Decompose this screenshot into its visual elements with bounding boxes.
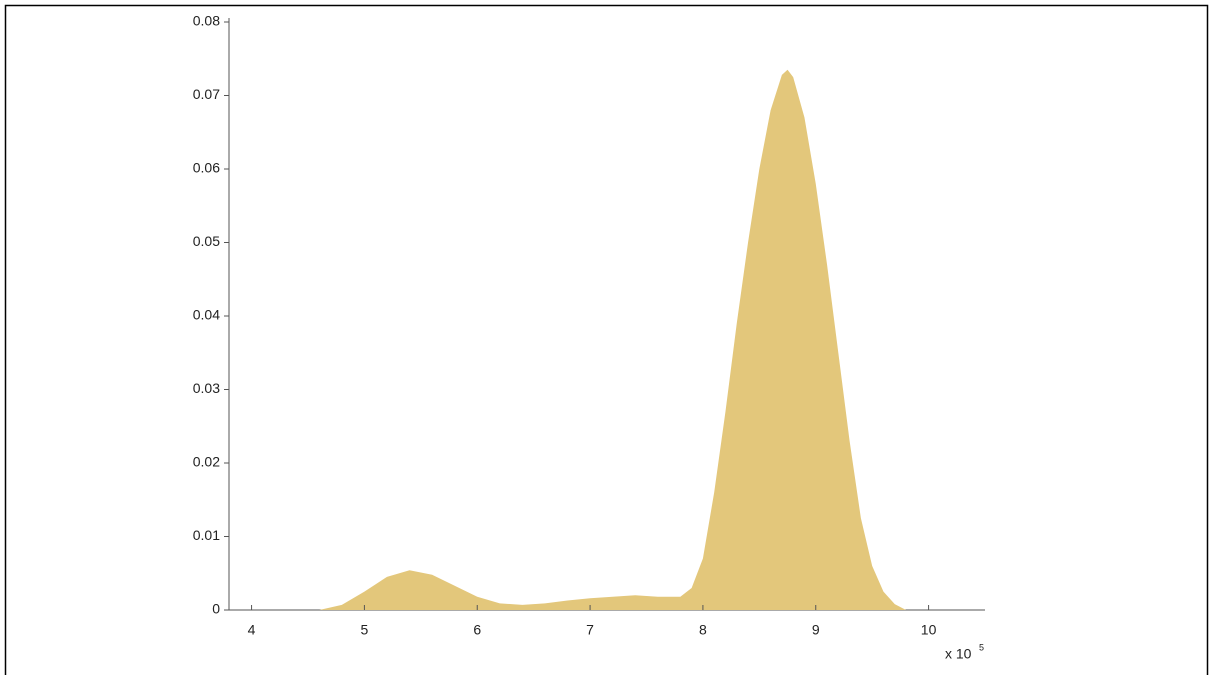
x-scale-exponent: 5 <box>979 642 984 652</box>
y-tick-label: 0.06 <box>193 160 220 176</box>
frame <box>4 4 1209 675</box>
x-tick-label: 7 <box>586 622 594 638</box>
y-tick-label: 0.05 <box>193 233 220 249</box>
x-tick-label: 6 <box>473 622 481 638</box>
x-tick-label: 9 <box>812 622 820 638</box>
x-tick-label: 4 <box>248 622 256 638</box>
x-tick-label: 8 <box>699 622 707 638</box>
y-tick-label: 0.04 <box>193 307 220 323</box>
y-tick-label: 0.07 <box>193 86 220 102</box>
x-scale-label: x 10 <box>945 646 972 662</box>
x-tick-label: 5 <box>361 622 369 638</box>
y-tick-label: 0.08 <box>193 13 220 29</box>
y-tick-label: 0.02 <box>193 454 220 470</box>
y-tick-label: 0.03 <box>193 380 220 396</box>
y-tick-label: 0 <box>212 601 220 617</box>
y-tick-label: 0.01 <box>193 527 220 543</box>
x-tick-label: 10 <box>921 622 937 638</box>
density-area <box>319 69 907 610</box>
